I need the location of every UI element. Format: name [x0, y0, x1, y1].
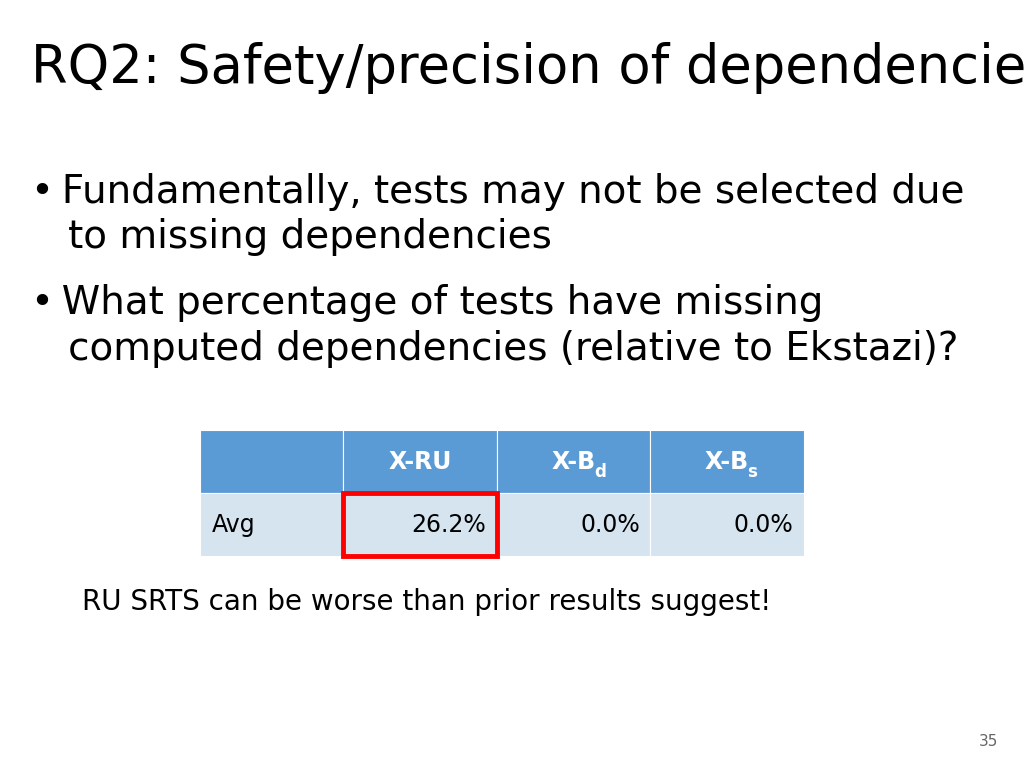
FancyBboxPatch shape: [343, 430, 497, 493]
Text: X-RU: X-RU: [388, 449, 452, 474]
Text: Avg: Avg: [212, 512, 256, 537]
Text: 0.0%: 0.0%: [734, 512, 794, 537]
Text: X-B: X-B: [551, 449, 596, 474]
FancyBboxPatch shape: [497, 430, 650, 493]
FancyBboxPatch shape: [200, 430, 343, 493]
FancyBboxPatch shape: [200, 493, 343, 556]
FancyBboxPatch shape: [650, 493, 804, 556]
Text: s: s: [748, 462, 758, 481]
Text: • What percentage of tests have missing
   computed dependencies (relative to Ek: • What percentage of tests have missing …: [31, 284, 958, 368]
Text: RU SRTS can be worse than prior results suggest!: RU SRTS can be worse than prior results …: [82, 588, 771, 615]
Text: RQ2: Safety/precision of dependencies: RQ2: Safety/precision of dependencies: [31, 42, 1024, 94]
Text: 0.0%: 0.0%: [581, 512, 640, 537]
Text: • Fundamentally, tests may not be selected due
   to missing dependencies: • Fundamentally, tests may not be select…: [31, 173, 965, 257]
FancyBboxPatch shape: [343, 493, 497, 556]
FancyBboxPatch shape: [497, 493, 650, 556]
Text: d: d: [594, 462, 606, 481]
Text: 35: 35: [979, 733, 998, 749]
FancyBboxPatch shape: [650, 430, 804, 493]
Text: X-B: X-B: [705, 449, 750, 474]
Text: 26.2%: 26.2%: [412, 512, 486, 537]
